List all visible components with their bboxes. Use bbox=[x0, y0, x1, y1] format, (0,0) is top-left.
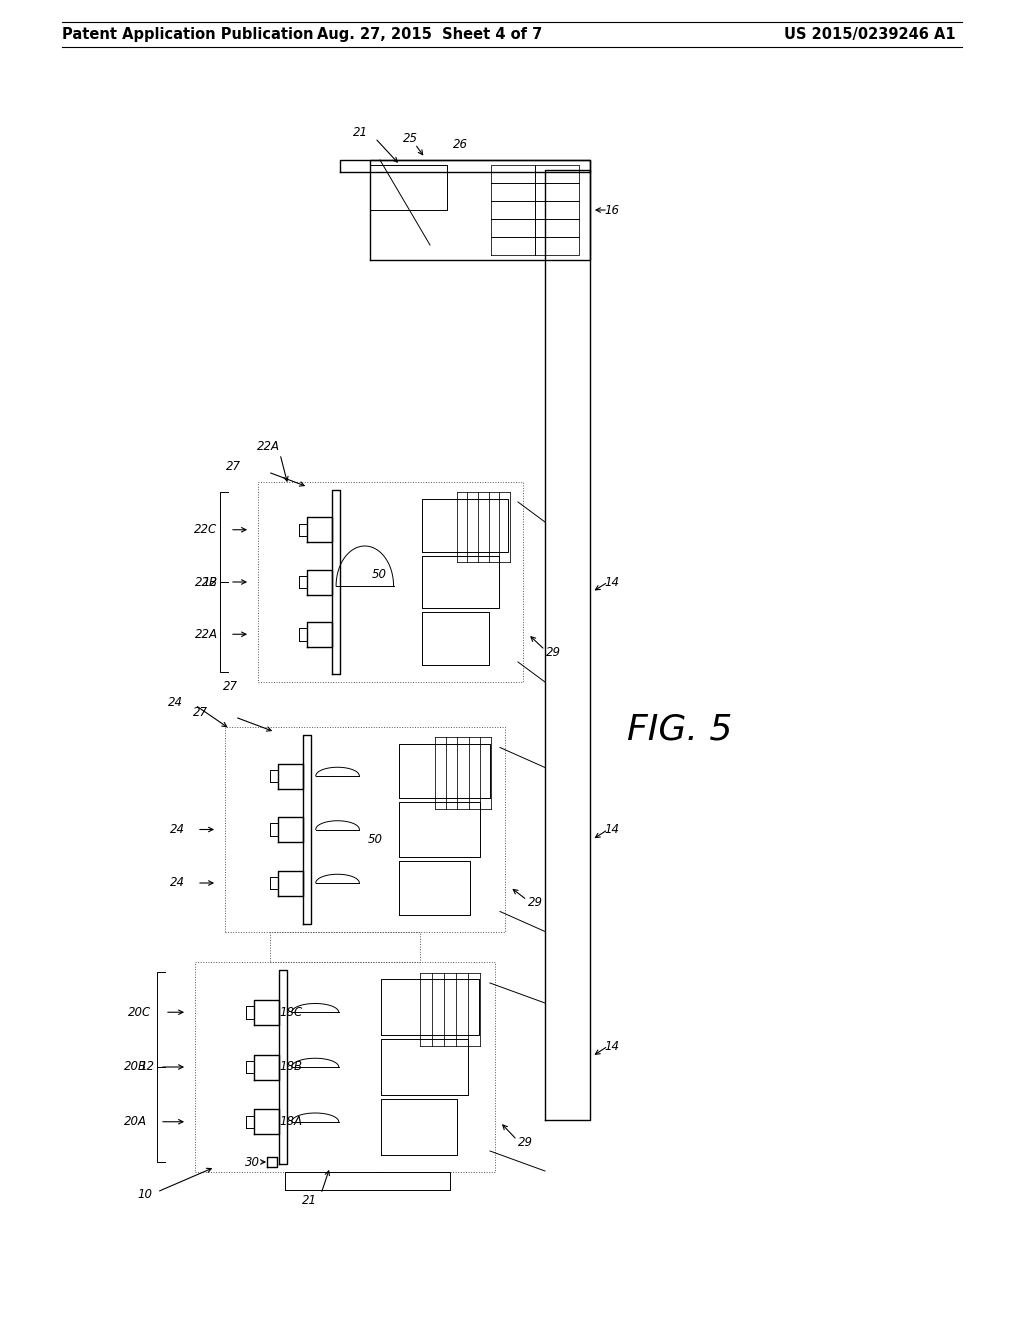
Text: 18B: 18B bbox=[280, 1060, 302, 1073]
Text: 24: 24 bbox=[170, 822, 184, 836]
Text: 27: 27 bbox=[225, 461, 241, 474]
Text: 29: 29 bbox=[546, 645, 560, 659]
Text: 22A: 22A bbox=[195, 628, 217, 640]
Text: 22B: 22B bbox=[195, 576, 217, 589]
Text: 50: 50 bbox=[368, 833, 383, 846]
Text: 22A: 22A bbox=[256, 441, 280, 454]
Text: 21: 21 bbox=[301, 1193, 316, 1206]
Text: 20A: 20A bbox=[124, 1115, 146, 1129]
Text: Patent Application Publication: Patent Application Publication bbox=[62, 28, 313, 42]
Text: 12: 12 bbox=[139, 1060, 155, 1073]
Text: 18C: 18C bbox=[280, 1006, 303, 1019]
Text: US 2015/0239246 A1: US 2015/0239246 A1 bbox=[784, 28, 955, 42]
Text: 29: 29 bbox=[517, 1135, 532, 1148]
Text: 20C: 20C bbox=[128, 1006, 152, 1019]
Text: 50: 50 bbox=[372, 568, 387, 581]
Text: 14: 14 bbox=[604, 822, 620, 836]
Text: 24: 24 bbox=[168, 696, 182, 709]
Text: 26: 26 bbox=[453, 139, 468, 152]
Text: 27: 27 bbox=[222, 681, 238, 693]
Text: 16: 16 bbox=[604, 203, 620, 216]
Text: 29: 29 bbox=[527, 895, 543, 908]
Text: 24: 24 bbox=[170, 876, 184, 890]
Text: 14: 14 bbox=[604, 1040, 620, 1052]
Text: 14: 14 bbox=[604, 576, 620, 589]
Text: 27: 27 bbox=[193, 705, 208, 718]
Text: 25: 25 bbox=[402, 132, 418, 144]
Text: 12: 12 bbox=[203, 576, 217, 589]
Text: 30: 30 bbox=[245, 1155, 259, 1168]
Text: 10: 10 bbox=[137, 1188, 153, 1200]
Text: 18A: 18A bbox=[280, 1115, 302, 1129]
Text: 21: 21 bbox=[352, 125, 368, 139]
Text: FIG. 5: FIG. 5 bbox=[628, 713, 733, 747]
Text: 20B: 20B bbox=[124, 1060, 146, 1073]
Text: 22C: 22C bbox=[195, 523, 218, 536]
Text: Aug. 27, 2015  Sheet 4 of 7: Aug. 27, 2015 Sheet 4 of 7 bbox=[317, 28, 543, 42]
